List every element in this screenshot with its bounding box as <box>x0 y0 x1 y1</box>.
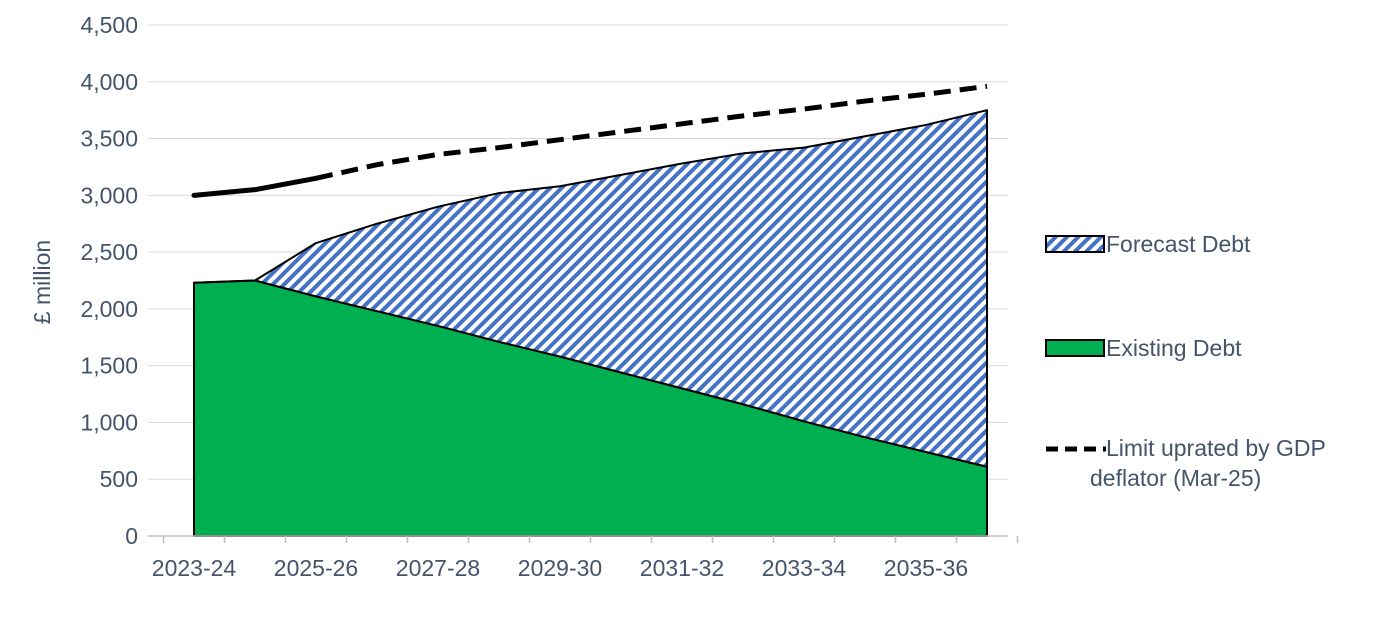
x-tick-label: 2025-26 <box>274 555 358 581</box>
y-tick-label: 2,500 <box>80 239 138 265</box>
limit-line-dashed <box>315 83 988 181</box>
y-tick-label: 0 <box>125 523 138 549</box>
x-tick-label: 2031-32 <box>640 555 724 581</box>
legend-swatch-existing-debt <box>1045 339 1105 357</box>
x-tick-label: 2023-24 <box>152 555 237 581</box>
y-tick-label: 1,000 <box>80 409 138 435</box>
y-tick-label: 4,000 <box>80 69 138 95</box>
legend-label-limit-line1: Limit uprated by GDP <box>1106 435 1326 461</box>
limit-line-solid <box>191 175 319 198</box>
x-tick-label: 2029-30 <box>518 555 602 581</box>
axes: 0 500 1,000 1,500 2,000 2,500 3,000 3,500 4,000 4… <box>80 12 1019 581</box>
legend: Forecast Debt Existing Debt Limit uprated … <box>1045 231 1326 491</box>
y-tick-label: 500 <box>100 466 138 492</box>
plot-areas <box>193 109 988 537</box>
y-tick-label: 4,500 <box>80 12 138 38</box>
x-tick-label: 2035-36 <box>884 555 968 581</box>
y-tick-label: 3,500 <box>80 126 138 152</box>
legend-label-limit: Limit uprated by GDP deflator (Mar-25) <box>1090 435 1326 491</box>
x-tick-label: 2033-34 <box>762 555 847 581</box>
plot-lines <box>191 83 988 198</box>
x-tick-label: 2027-28 <box>396 555 480 581</box>
y-axis-title: £ million <box>29 240 55 324</box>
legend-swatch-forecast-debt <box>1045 235 1105 253</box>
legend-label-forecast-debt: Forecast Debt <box>1106 231 1251 257</box>
legend-label-limit-line2: deflator (Mar-25) <box>1090 465 1261 491</box>
y-tick-label: 2,000 <box>80 296 138 322</box>
y-tick-label: 1,500 <box>80 353 138 379</box>
forecast-debt-area <box>193 109 988 468</box>
y-tick-label: 3,000 <box>80 182 138 208</box>
legend-label-existing-debt: Existing Debt <box>1106 335 1242 361</box>
